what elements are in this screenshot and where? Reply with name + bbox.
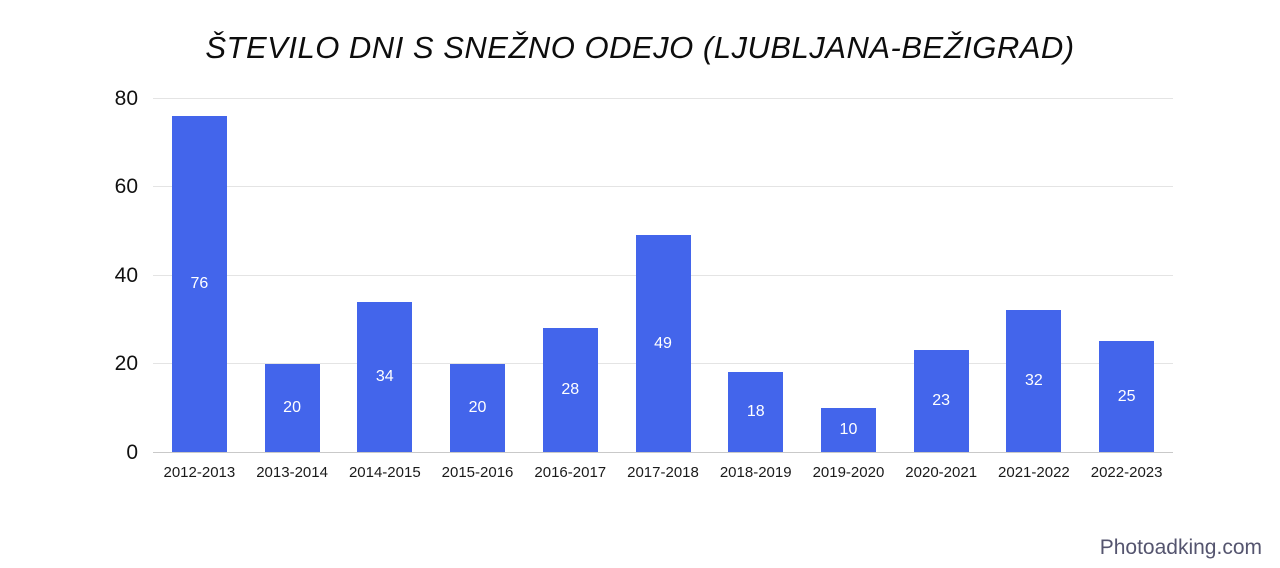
y-tick-label: 0 [126,440,138,464]
x-category-label: 2016-2017 [534,464,607,481]
x-category-label: 2012-2013 [163,464,236,481]
x-category-label: 2018-2019 [719,464,792,481]
bar-2017-2018: 49 [635,235,691,452]
x-category-label: 2019-2020 [812,464,885,481]
x-category-label: 2017-2018 [627,464,699,481]
x-category-label: 2022-2023 [1090,464,1163,481]
bar-2015-2016: 20 [450,363,506,452]
y-tick-label: 20 [114,352,138,375]
bar-value-label: 20 [283,398,301,416]
bar-value-label: 28 [561,381,580,399]
bar-value-label: 10 [839,420,858,438]
bar-2013-2014: 20 [264,363,320,452]
x-category-label: 2021-2022 [998,464,1070,481]
bar-2016-2017: 28 [542,328,598,452]
y-tick-label: 80 [114,86,138,110]
watermark: Photoadking.com [1099,536,1262,559]
bar-value-label: 25 [1117,387,1136,405]
chart-title: ŠTEVILO DNI S SNEŽNO ODEJO (LJUBLJANA-BE… [205,30,1075,65]
bar-2019-2020: 10 [820,407,876,452]
bar-2018-2019: 18 [728,372,784,452]
bar-2022-2023: 25 [1099,341,1155,452]
y-tick-label: 40 [114,263,138,287]
bar-2021-2022: 32 [1006,310,1062,452]
bar-2014-2015: 34 [357,301,413,452]
y-tick-label: 60 [114,175,138,198]
bar-value-label: 23 [932,392,951,410]
bar-value-label: 32 [1025,372,1043,390]
bar-value-label: 34 [375,367,394,385]
bar-2012-2013: 76 [171,115,227,452]
x-category-label: 2013-2014 [256,464,328,481]
x-category-label: 2014-2015 [348,464,421,481]
bar-value-label: 49 [654,334,672,352]
x-category-label: 2015-2016 [441,464,514,481]
bar-2020-2021: 23 [913,350,969,452]
bar-value-label: 76 [190,274,209,292]
gridline [153,186,1173,187]
bar-value-label: 20 [468,398,487,416]
bar-value-label: 18 [746,403,765,421]
x-axis-line [153,451,1173,453]
x-category-label: 2020-2021 [905,464,978,481]
gridline [153,97,1173,99]
